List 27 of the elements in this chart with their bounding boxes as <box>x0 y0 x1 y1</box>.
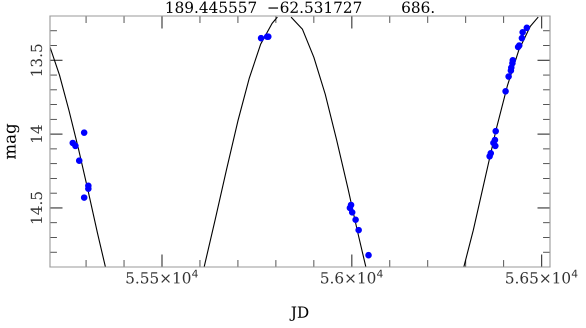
x-tick-label: 5.6×10$^{4}$ <box>321 270 383 284</box>
point <box>519 28 526 36</box>
point <box>492 136 498 144</box>
y-tick-label: 14.5 <box>30 192 42 224</box>
chart-title: 189.445557 −62.531727 686. <box>166 1 434 14</box>
point <box>80 194 88 201</box>
point <box>80 129 88 136</box>
x-axis-title: JD <box>290 306 308 321</box>
y-tick-label: 13.5 <box>30 44 42 76</box>
point <box>258 34 264 42</box>
point <box>518 34 526 42</box>
point <box>76 157 82 164</box>
point <box>502 88 509 95</box>
point <box>365 252 372 258</box>
point <box>355 226 362 234</box>
point <box>524 24 530 32</box>
point <box>352 216 359 224</box>
y-axis-title: mag <box>6 124 20 160</box>
y-tick-label: 14 <box>30 125 42 142</box>
point <box>492 128 499 134</box>
point <box>492 142 499 150</box>
point <box>488 150 494 157</box>
point <box>72 142 79 150</box>
x-tick-label: 5.55×10$^{4}$ <box>126 270 198 284</box>
point <box>348 209 356 216</box>
x-tick-label: 5.65×10$^{4}$ <box>506 270 578 284</box>
point <box>505 73 512 80</box>
